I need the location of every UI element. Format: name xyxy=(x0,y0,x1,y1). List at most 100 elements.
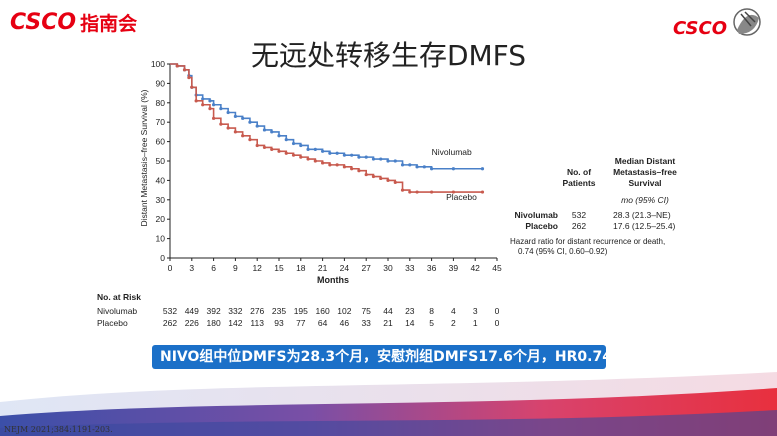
censor-mark xyxy=(371,174,376,179)
censor-mark xyxy=(328,163,332,167)
x-tick-label: 3 xyxy=(189,263,194,273)
risk-value: 195 xyxy=(294,306,308,316)
censor-mark xyxy=(226,110,230,115)
summary-banner: NIVO组中位DMFS为28.3个月，安慰剂组DMFS17.6个月，HR0.74… xyxy=(152,345,626,369)
risk-value: 5 xyxy=(429,318,434,328)
censor-mark xyxy=(313,147,317,151)
y-tick-label: 30 xyxy=(156,195,166,205)
risk-value: 180 xyxy=(207,318,221,328)
x-tick-label: 0 xyxy=(168,263,173,273)
risk-value: 23 xyxy=(405,306,415,316)
censor-mark xyxy=(233,114,237,118)
stats-header-median-2: Metastasis–free xyxy=(613,167,677,177)
risk-value: 21 xyxy=(383,318,393,328)
censor-mark xyxy=(335,151,339,155)
censor-mark xyxy=(270,147,274,151)
y-tick-label: 60 xyxy=(156,137,166,147)
risk-value: 276 xyxy=(250,306,264,316)
censor-mark xyxy=(277,149,281,153)
risk-value: 0 xyxy=(495,306,500,316)
censor-mark xyxy=(241,116,245,120)
censor-mark xyxy=(335,163,339,167)
censor-mark xyxy=(393,180,397,184)
x-tick-label: 30 xyxy=(383,263,393,273)
stats-header-median-1: Median Distant xyxy=(615,156,676,166)
risk-value: 392 xyxy=(207,306,221,316)
censor-mark xyxy=(284,151,288,155)
risk-value: 8 xyxy=(429,306,434,316)
reference: NEJM 2021;384:1191-203. xyxy=(4,425,113,434)
risk-title: No. at Risk xyxy=(97,292,141,302)
risk-value: 75 xyxy=(361,306,371,316)
censor-mark xyxy=(328,151,332,155)
csco-guideline-logo: CSCO 指南会 xyxy=(10,8,137,36)
logo-left-csco: CSCO xyxy=(10,9,77,35)
y-tick-label: 10 xyxy=(156,234,166,244)
risk-arm-label: Placebo xyxy=(97,318,128,328)
x-tick-label: 36 xyxy=(427,263,437,273)
censor-mark xyxy=(430,167,434,171)
stats-subheader: mo (95% CI) xyxy=(621,195,669,205)
censor-mark xyxy=(430,190,434,194)
risk-value: 3 xyxy=(473,306,478,316)
y-axis-label: Distant Metastasis–free Survival (%) xyxy=(139,89,149,226)
censor-mark xyxy=(321,149,325,153)
x-tick-label: 39 xyxy=(449,263,459,273)
risk-value: 142 xyxy=(228,318,242,328)
censor-mark xyxy=(386,159,390,163)
risk-arm-label: Nivolumab xyxy=(97,306,137,316)
series-annotation: Placebo xyxy=(446,192,477,202)
risk-value: 44 xyxy=(383,306,393,316)
stats-row-median: 17.6 (12.5–25.4) xyxy=(613,221,676,231)
risk-value: 235 xyxy=(272,306,286,316)
risk-value: 262 xyxy=(163,318,177,328)
censor-mark xyxy=(270,130,274,134)
censor-mark xyxy=(415,165,419,169)
x-tick-label: 42 xyxy=(470,263,480,273)
censor-mark xyxy=(241,134,245,138)
censor-mark xyxy=(480,167,485,171)
risk-value: 64 xyxy=(318,318,328,328)
risk-value: 113 xyxy=(250,318,264,328)
y-tick-label: 80 xyxy=(156,98,166,108)
censor-mark xyxy=(233,130,237,134)
censor-mark xyxy=(219,107,223,111)
risk-value: 449 xyxy=(185,306,199,316)
censor-mark xyxy=(187,75,191,80)
censor-mark xyxy=(299,155,303,159)
censor-mark xyxy=(299,143,303,148)
stats-row-arm: Placebo xyxy=(525,221,558,231)
slide-title: 无远处转移生存DMFS xyxy=(250,39,527,72)
risk-value: 93 xyxy=(274,318,284,328)
censor-mark xyxy=(313,159,317,163)
censor-mark xyxy=(248,120,252,124)
censor-mark xyxy=(342,165,346,169)
chart-axes: 0 3 6 9 12 15 18 21 24 27 30 33 36 39 42 45010203040506… xyxy=(151,59,502,273)
censor-mark xyxy=(379,176,383,181)
censor-mark xyxy=(350,153,354,157)
stats-row-median: 28.3 (21.3–NE) xyxy=(613,210,671,220)
censor-mark xyxy=(379,157,383,161)
censor-mark xyxy=(201,97,205,101)
censor-mark xyxy=(400,163,405,167)
stats-row-arm: Nivolumab xyxy=(515,210,558,220)
censor-mark xyxy=(306,157,310,161)
y-tick-label: 0 xyxy=(160,253,165,263)
x-tick-label: 24 xyxy=(340,263,350,273)
x-tick-label: 9 xyxy=(233,263,238,273)
risk-value: 532 xyxy=(163,306,177,316)
x-tick-label: 21 xyxy=(318,263,328,273)
footer-wave xyxy=(0,372,777,436)
risk-table: No. at Risk Nivolumab Placebo 532 449 392 3… xyxy=(97,292,500,328)
y-tick-label: 20 xyxy=(156,214,166,224)
y-tick-label: 50 xyxy=(156,156,166,166)
x-axis-label: Months xyxy=(317,275,349,285)
censor-mark xyxy=(219,122,223,126)
risk-value: 160 xyxy=(316,306,330,316)
censor-mark xyxy=(364,155,368,159)
risk-value: 1 xyxy=(473,318,478,328)
censor-mark xyxy=(212,116,216,120)
censor-mark xyxy=(321,161,325,165)
x-tick-label: 18 xyxy=(296,263,306,273)
